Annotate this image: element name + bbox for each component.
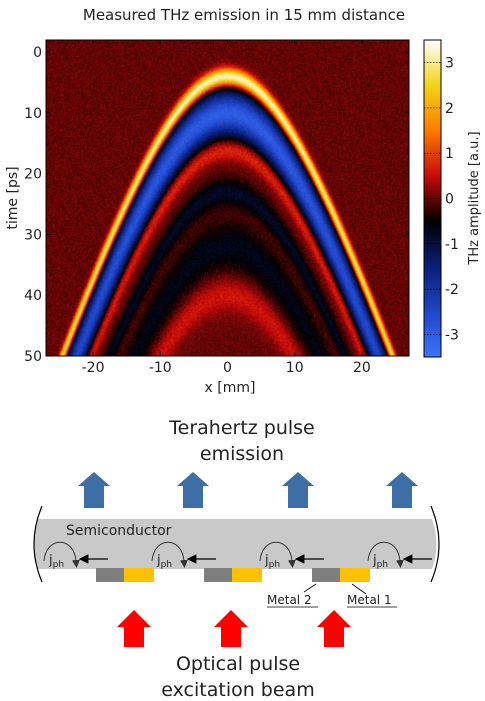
y-axis: 0 10 20 30 40 50 bbox=[24, 45, 409, 365]
emitter-cells: jph jph jph jph bbox=[43, 541, 432, 582]
metal-labels: Metal 2 Metal 1 bbox=[267, 583, 397, 608]
metal1-contact bbox=[232, 568, 262, 582]
metal2-contact bbox=[204, 568, 232, 582]
colorbar-tick-label: 0 bbox=[445, 192, 454, 208]
optical-arrow-icon bbox=[117, 610, 151, 647]
optical-label-line1: Optical pulse bbox=[176, 653, 300, 675]
colorbar-tick-label: -3 bbox=[445, 327, 459, 343]
photocurrent-label: jph bbox=[372, 553, 388, 570]
metal2-contact bbox=[312, 568, 340, 582]
semiconductor-substrate bbox=[33, 505, 440, 583]
band-bending-arrow-icon bbox=[151, 541, 188, 568]
colorbar-gradient bbox=[423, 39, 442, 358]
emitter-cell: jph bbox=[151, 541, 262, 582]
photocurrent-label: jph bbox=[48, 553, 64, 570]
thz-arrow-icon bbox=[78, 472, 110, 508]
substrate-body bbox=[33, 519, 437, 569]
colorbar-label: THz amplitude [a.u.] bbox=[467, 131, 482, 265]
thz-arrow-icon bbox=[386, 472, 418, 508]
heatmap-plot-area bbox=[45, 39, 410, 357]
photocurrent-label: jph bbox=[264, 553, 280, 570]
thz-arrow-icon bbox=[282, 472, 314, 508]
x-tick-label: 10 bbox=[286, 360, 304, 376]
metal1-contact bbox=[124, 568, 154, 582]
y-tick-label: 50 bbox=[24, 349, 42, 365]
colorbar-tick-label: 3 bbox=[445, 56, 454, 72]
photocurrent-label: jph bbox=[156, 553, 172, 570]
optical-arrow-icon bbox=[317, 610, 351, 647]
metal1-contact bbox=[340, 568, 370, 582]
semiconductor-label: Semiconductor bbox=[66, 523, 172, 539]
y-tick-label: 40 bbox=[24, 288, 42, 304]
thz-emission-label-line2: emission bbox=[200, 443, 284, 465]
colorbar-tick-label: 2 bbox=[445, 101, 454, 117]
heatmap-figure: Measured THz emission in 15 mm distance … bbox=[5, 6, 482, 396]
x-tick-label: -20 bbox=[82, 360, 105, 376]
y-tick-label: 30 bbox=[24, 227, 42, 243]
x-axis-label: x [mm] bbox=[205, 380, 256, 396]
emitter-cell: jph bbox=[367, 541, 432, 570]
x-axis: -20 -10 0 10 20 bbox=[82, 40, 371, 376]
optical-label-line2: excitation beam bbox=[161, 679, 314, 701]
band-bending-arrow-icon bbox=[259, 541, 296, 568]
metal1-label: Metal 1 bbox=[347, 593, 392, 607]
metal2-contact bbox=[96, 568, 124, 582]
thz-emission-label-line1: Terahertz pulse bbox=[168, 417, 315, 439]
substrate-break-right-icon bbox=[430, 505, 440, 583]
y-tick-label: 20 bbox=[24, 167, 42, 183]
emitter-cell: jph bbox=[43, 541, 154, 582]
metal2-label: Metal 2 bbox=[267, 593, 312, 607]
colorbar-tick-label: 1 bbox=[445, 146, 454, 162]
y-tick-label: 10 bbox=[24, 106, 42, 122]
band-bending-arrow-icon bbox=[367, 541, 404, 568]
colorbar-tick-label: -1 bbox=[445, 237, 459, 253]
emitter-cell: jph bbox=[259, 541, 370, 582]
optical-arrows bbox=[117, 610, 351, 647]
x-tick-label: 0 bbox=[223, 360, 232, 376]
heatmap-image bbox=[46, 40, 409, 356]
thz-arrow-icon bbox=[177, 472, 209, 508]
substrate-break-left-icon bbox=[33, 505, 43, 583]
emitter-schematic: Terahertz pulse emission Semiconductor j… bbox=[33, 417, 440, 701]
colorbar-tick-label: -2 bbox=[445, 282, 459, 298]
colorbar: 3 2 1 0 -1 -2 -3 bbox=[423, 39, 459, 358]
y-tick-label: 0 bbox=[33, 45, 42, 61]
optical-arrow-icon bbox=[214, 610, 248, 647]
x-tick-label: -10 bbox=[149, 360, 172, 376]
band-bending-arrow-icon bbox=[43, 541, 80, 568]
x-tick-label: 20 bbox=[353, 360, 371, 376]
y-axis-label: time [ps] bbox=[5, 166, 21, 229]
chart-title: Measured THz emission in 15 mm distance bbox=[83, 6, 405, 24]
thz-arrows bbox=[78, 472, 418, 508]
